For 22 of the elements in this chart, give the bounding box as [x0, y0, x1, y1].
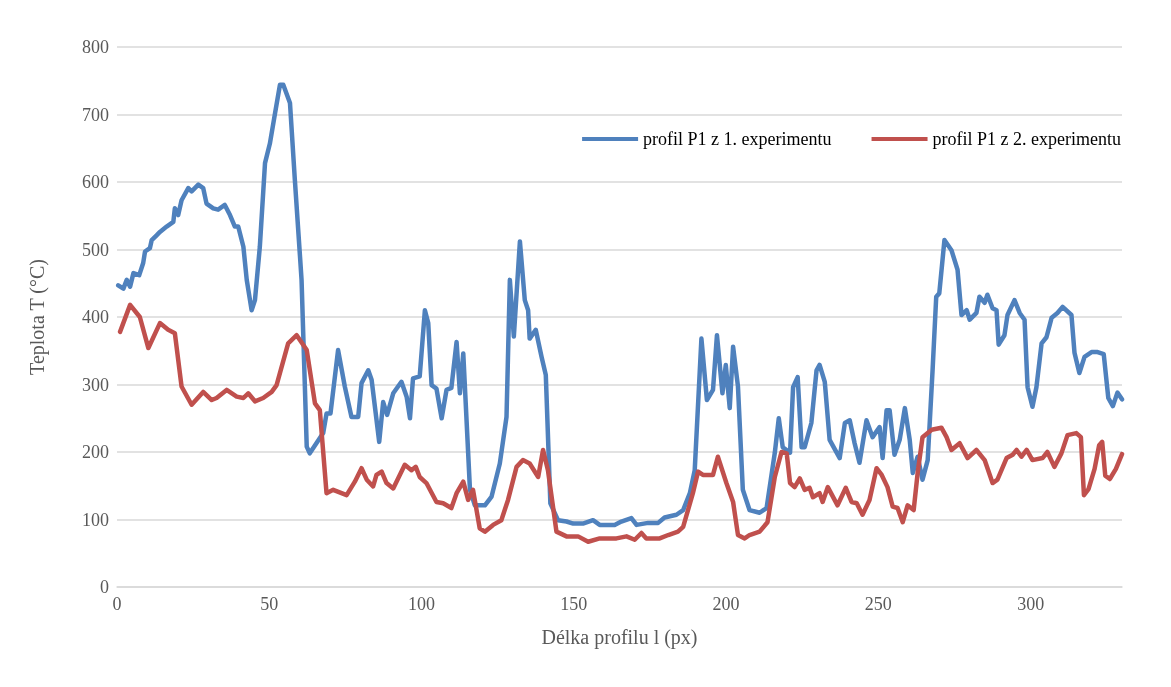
x-tick-label: 300	[1017, 594, 1045, 614]
x-tick-label: 0	[112, 594, 122, 614]
y-tick-label: 0	[100, 577, 109, 597]
y-tick-label: 700	[82, 104, 109, 125]
x-tick-label: 100	[408, 594, 436, 614]
line-series	[117, 302, 1125, 545]
y-tick-label: 200	[82, 442, 109, 462]
y-tick-label: 400	[82, 307, 109, 327]
x-axis-title: Délka profilu l (px)	[541, 626, 698, 649]
y-axis-title: Teplota T (°C)	[26, 259, 49, 375]
x-tick-label: 250	[864, 594, 892, 614]
x-tick-label: 50	[260, 594, 279, 614]
x-tick-label: 150	[560, 594, 588, 614]
x-tick-label: 200	[712, 594, 740, 614]
line-series	[115, 82, 1125, 528]
y-tick-label: 500	[82, 239, 109, 260]
legend-label: profil P1 z 2. experimentu	[932, 129, 1122, 149]
legend-label: profil P1 z 1. experimentu	[643, 129, 832, 149]
y-tick-label: 800	[82, 37, 109, 57]
y-tick-label: 600	[82, 172, 109, 192]
y-tick-label: 300	[82, 374, 109, 395]
y-tick-label: 100	[82, 509, 109, 530]
